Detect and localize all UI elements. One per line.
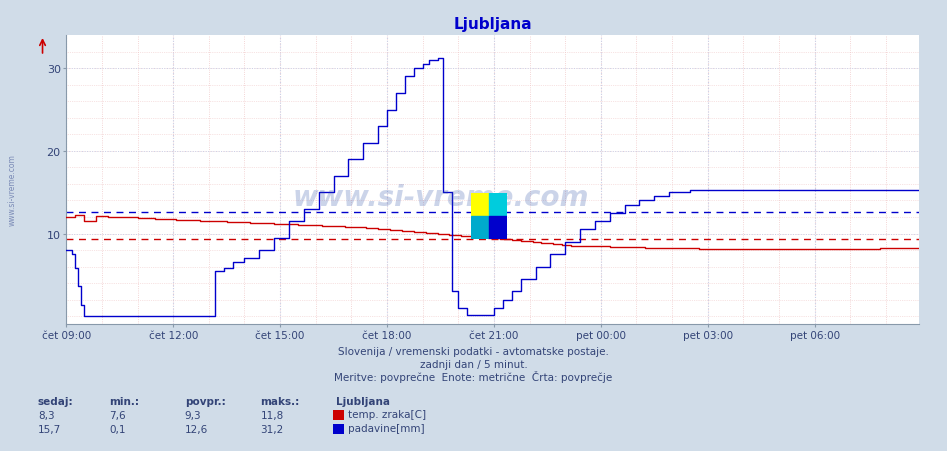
Text: sedaj:: sedaj:	[38, 396, 74, 405]
Title: Ljubljana: Ljubljana	[453, 17, 532, 32]
Text: 12,6: 12,6	[185, 423, 208, 433]
Text: 7,6: 7,6	[109, 410, 126, 420]
Text: povpr.:: povpr.:	[185, 396, 225, 405]
Text: temp. zraka[C]: temp. zraka[C]	[348, 409, 426, 419]
Bar	[489, 194, 507, 216]
Text: www.si-vreme.com: www.si-vreme.com	[293, 184, 590, 212]
Text: Meritve: povprečne  Enote: metrične  Črta: povprečje: Meritve: povprečne Enote: metrične Črta:…	[334, 370, 613, 382]
Text: 11,8: 11,8	[260, 410, 284, 420]
Text: 31,2: 31,2	[260, 423, 284, 433]
Bar	[471, 216, 489, 239]
Text: 15,7: 15,7	[38, 423, 62, 433]
Text: 9,3: 9,3	[185, 410, 202, 420]
Bar	[489, 216, 507, 239]
Text: min.:: min.:	[109, 396, 139, 405]
Text: padavine[mm]: padavine[mm]	[348, 423, 425, 433]
Text: Slovenija / vremenski podatki - avtomatske postaje.: Slovenija / vremenski podatki - avtomats…	[338, 346, 609, 356]
Text: 8,3: 8,3	[38, 410, 55, 420]
Text: zadnji dan / 5 minut.: zadnji dan / 5 minut.	[420, 359, 527, 369]
Text: 0,1: 0,1	[109, 423, 125, 433]
Text: Ljubljana: Ljubljana	[336, 396, 390, 405]
Text: www.si-vreme.com: www.si-vreme.com	[8, 153, 17, 226]
Text: maks.:: maks.:	[260, 396, 299, 405]
Bar	[471, 194, 489, 216]
